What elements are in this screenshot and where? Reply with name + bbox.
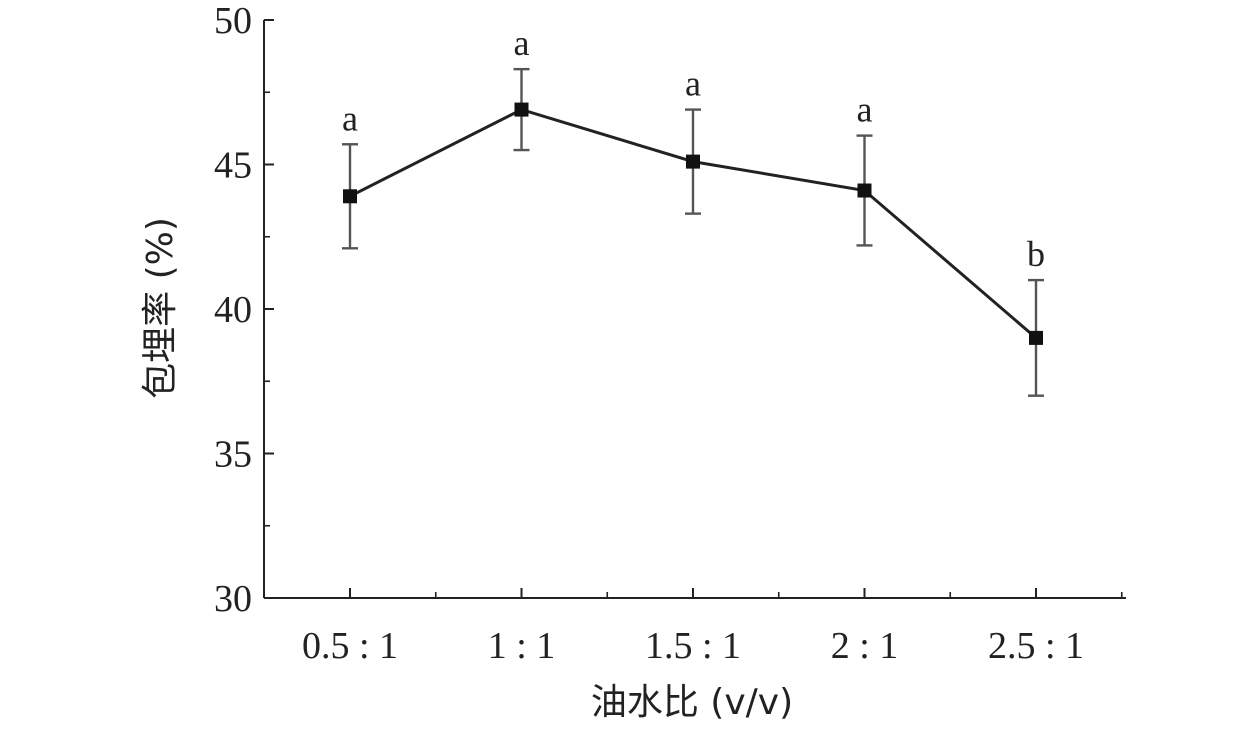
y-tick-label: 35 bbox=[214, 434, 252, 476]
significance-label: a bbox=[685, 64, 701, 104]
axes bbox=[263, 20, 1126, 599]
y-axis-ticks: 30 35 40 45 50 bbox=[214, 0, 274, 620]
x-tick-label: 2.5 : 1 bbox=[988, 625, 1084, 667]
x-tick-label: 2 : 1 bbox=[831, 625, 899, 667]
x-tick-label: 0.5 : 1 bbox=[302, 625, 398, 667]
significance-label: b bbox=[1027, 234, 1045, 274]
y-tick-label: 45 bbox=[214, 145, 252, 187]
data-point bbox=[1029, 330, 1043, 345]
y-tick-label: 50 bbox=[214, 0, 252, 42]
data-point bbox=[686, 154, 700, 169]
x-tick-label: 1.5 : 1 bbox=[645, 625, 741, 667]
y-tick-label: 30 bbox=[214, 578, 252, 620]
y-axis-label: 包埋率 (%) bbox=[140, 217, 181, 399]
x-axis-label: 油水比 (v/v) bbox=[591, 682, 793, 723]
data-point bbox=[343, 189, 357, 204]
data-series: a a a a b bbox=[342, 23, 1045, 397]
data-point bbox=[857, 183, 872, 198]
significance-label: a bbox=[342, 98, 358, 138]
data-point bbox=[514, 102, 529, 117]
x-axis-ticks: 0.5 : 1 1 : 1 1.5 : 1 2 : 1 2.5 : 1 bbox=[263, 588, 1123, 667]
x-tick-label: 1 : 1 bbox=[488, 625, 556, 667]
significance-label: a bbox=[857, 90, 873, 130]
significance-label: a bbox=[514, 23, 530, 63]
y-tick-label: 40 bbox=[214, 289, 252, 331]
